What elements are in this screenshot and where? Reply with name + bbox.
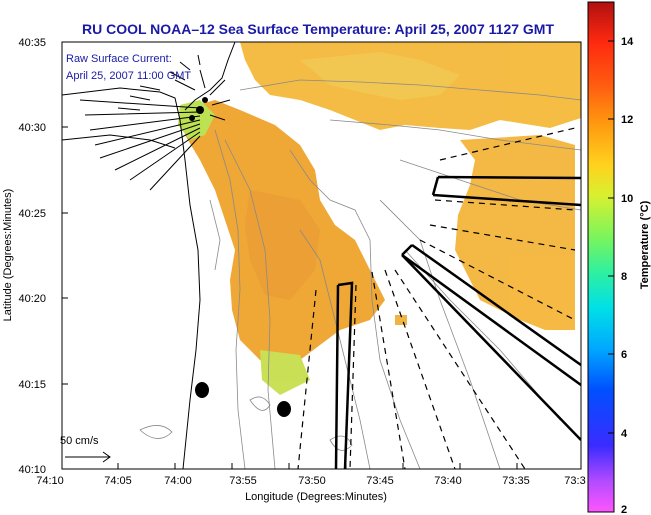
x-tick-3: 73:55 — [229, 475, 257, 487]
cb-tick-6: 6 — [621, 349, 627, 361]
coastline — [62, 42, 236, 469]
cb-tick-8: 8 — [621, 271, 627, 283]
y-tick-5: 40:10 — [18, 464, 46, 476]
x-tick-8: 73:3 — [564, 475, 585, 487]
y-axis-label: Latitude (Degrees:Minutes) — [2, 189, 14, 322]
x-tick-labels: 74:10 74:05 74:00 73:55 73:50 73:45 73:4… — [36, 475, 585, 487]
y-tick-1: 40:30 — [18, 122, 46, 134]
inset-current-label: Raw Surface Current: — [66, 53, 172, 65]
map-area — [62, 42, 581, 469]
cb-tick-12: 12 — [621, 114, 633, 126]
cb-tick-4: 4 — [621, 428, 628, 440]
y-tick-2: 40:25 — [18, 208, 46, 220]
cb-tick-2: 2 — [621, 504, 627, 515]
colorbar-ticks: 14 12 10 8 6 4 2 — [621, 36, 634, 515]
scale-label: 50 cm/s — [60, 435, 99, 447]
x-tick-4: 73:50 — [298, 475, 326, 487]
station-marker-1 — [195, 382, 209, 398]
inset-current-time: April 25, 2007 11:00 GMT — [66, 70, 191, 82]
y-tick-4: 40:15 — [18, 379, 46, 391]
y-tick-labels: 40:35 40:30 40:25 40:20 40:15 40:10 — [18, 37, 46, 476]
plot-frame — [61, 41, 582, 470]
scale-arrow — [65, 451, 111, 463]
radial-lines — [297, 127, 576, 469]
station-marker-2 — [277, 401, 291, 417]
cb-tick-14: 14 — [621, 36, 634, 48]
x-tick-2: 74:00 — [164, 475, 192, 487]
transect-outlines — [334, 175, 581, 469]
y-tick-3: 40:20 — [18, 293, 46, 305]
vector-heads — [189, 97, 208, 121]
colorbar-tick-marks — [608, 40, 614, 434]
x-tick-6: 73:40 — [434, 475, 462, 487]
figure-title: RU COOL NOAA–12 Sea Surface Temperature:… — [82, 21, 554, 37]
x-tick-7: 73:35 — [502, 475, 530, 487]
x-axis-label: Longitude (Degrees:Minutes) — [245, 491, 387, 503]
x-tick-1: 74:05 — [104, 475, 132, 487]
colorbar-label: Temperature (°C) — [639, 200, 651, 289]
bathymetry-contours — [139, 79, 581, 469]
x-tick-0: 74:10 — [36, 475, 64, 487]
sst-field — [178, 42, 581, 395]
cb-tick-10: 10 — [621, 193, 633, 205]
surface-current-vectors — [79, 54, 231, 191]
axis-tick-marks — [61, 41, 518, 470]
colorbar — [587, 1, 615, 513]
y-tick-0: 40:35 — [18, 37, 46, 49]
x-tick-5: 73:45 — [366, 475, 394, 487]
